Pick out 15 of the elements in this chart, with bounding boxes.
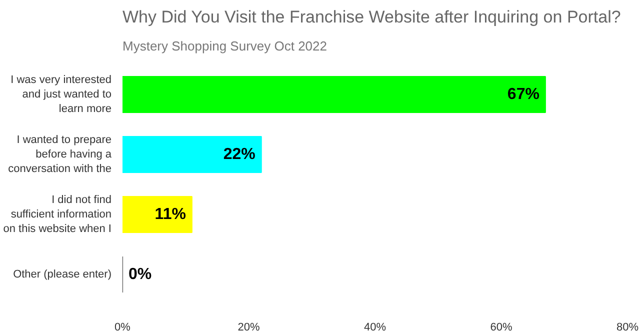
x-tick-label: 60% xyxy=(490,322,512,334)
x-tick-label: 0% xyxy=(114,322,131,334)
y-tick-label: I did not find sufficient information on this website when I xyxy=(3,194,112,235)
y-tick-label: I wanted to prepare before having a conversation with the xyxy=(8,134,112,175)
x-tick-label: 20% xyxy=(238,322,260,334)
x-tick-label: 80% xyxy=(616,322,639,334)
data-label: 0% xyxy=(128,266,152,283)
y-tick-label: Other (please enter) xyxy=(13,268,112,280)
chart-title: Why Did You Visit the Franchise Website after Inquiring on Portal? xyxy=(122,8,621,26)
y-tick-label: I was very interested and just wanted to learn more xyxy=(10,74,112,115)
data-label: 11% xyxy=(154,206,186,223)
x-tick-label: 40% xyxy=(364,322,386,334)
chart-subtitle: Mystery Shopping Survey Oct 2022 xyxy=(122,38,327,54)
data-label: 67% xyxy=(507,86,540,103)
data-label: 22% xyxy=(223,146,256,163)
